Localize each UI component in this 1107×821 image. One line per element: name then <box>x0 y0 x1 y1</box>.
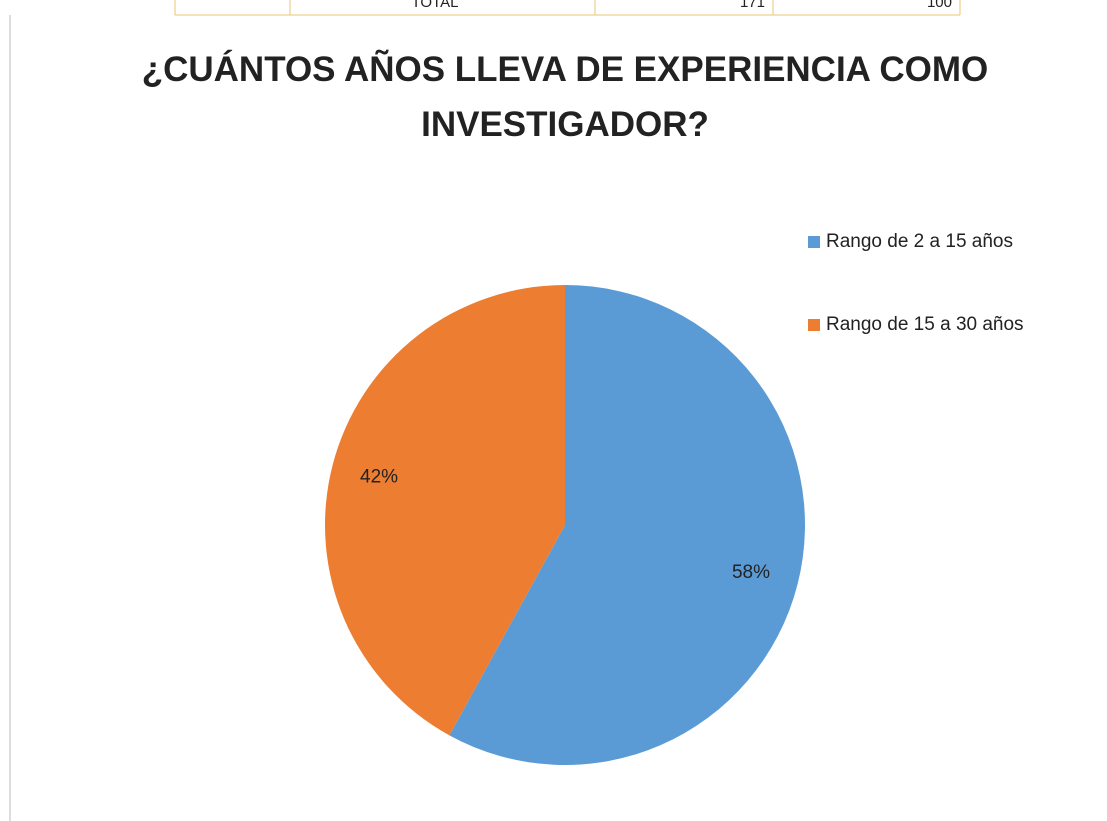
data-label: 42% <box>360 466 398 487</box>
pie <box>325 285 805 765</box>
legend-swatch <box>808 319 820 331</box>
pie-slice <box>449 285 805 765</box>
pie-slice <box>325 285 565 736</box>
table-fragment: TOTAL 171 100 <box>174 0 961 16</box>
legend-label: Rango de 15 a 30 años <box>826 314 1024 335</box>
table-cell: 171 <box>740 0 765 11</box>
table-cell: 100 <box>927 0 952 11</box>
table-cell: TOTAL <box>412 0 459 11</box>
legend-label: Rango de 2 a 15 años <box>826 231 1013 252</box>
data-label: 58% <box>732 562 770 583</box>
legend-swatch <box>808 236 820 248</box>
chart-title: ¿CUÁNTOS AÑOS LLEVA DE EXPERIENCIA COMO … <box>141 50 989 144</box>
